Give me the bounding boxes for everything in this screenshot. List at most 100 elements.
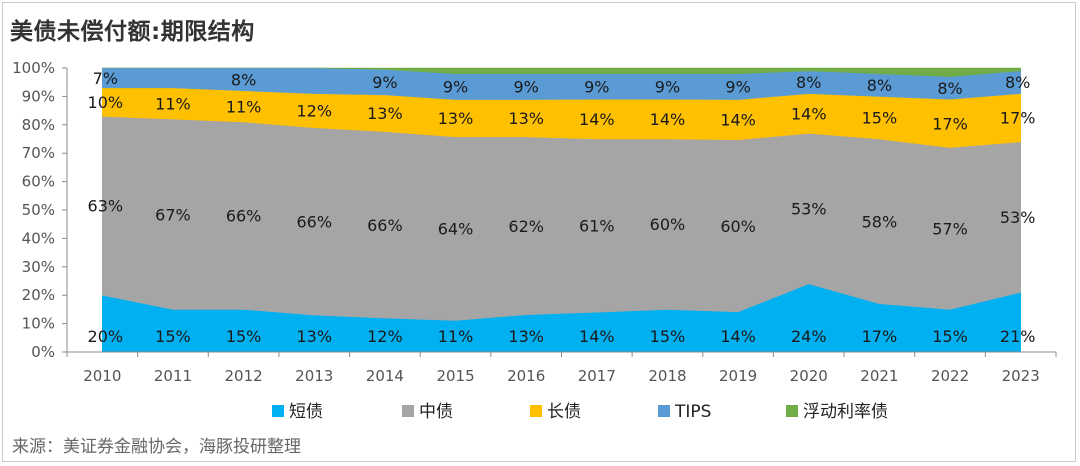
x-tick-label: 2020 (790, 367, 828, 385)
data-label: 66% (226, 207, 262, 226)
source-note: 来源：美证券金融协会，海豚投研整理 (12, 437, 301, 457)
data-label: 58% (862, 212, 898, 231)
data-label: 14% (650, 110, 686, 129)
x-tick-label: 2021 (860, 367, 898, 385)
data-label: 8% (1005, 73, 1030, 92)
legend-swatch (658, 405, 670, 417)
data-label: 17% (1000, 109, 1036, 128)
data-label: 57% (932, 219, 968, 238)
y-tick-label: 20% (22, 286, 55, 304)
y-tick-label: 60% (22, 173, 55, 191)
x-tick-label: 2015 (436, 367, 474, 385)
data-label: 62% (508, 217, 544, 236)
data-label: 15% (650, 327, 686, 346)
data-label: 12% (296, 102, 332, 121)
data-label: 11% (155, 95, 191, 114)
data-label: 63% (88, 197, 124, 216)
data-label: 13% (508, 327, 544, 346)
data-label: 13% (438, 109, 474, 128)
x-tick-label: 2011 (154, 367, 192, 385)
x-tick-label: 2014 (366, 367, 404, 385)
data-label: 53% (791, 200, 827, 219)
data-label: 11% (226, 97, 262, 116)
y-tick-label: 100% (12, 59, 55, 77)
x-tick-label: 2019 (719, 367, 757, 385)
data-label: 9% (655, 77, 680, 96)
legend-label: 中债 (419, 402, 453, 422)
legend-label: 长债 (547, 402, 581, 422)
y-tick-label: 70% (22, 144, 55, 162)
data-label: 9% (725, 78, 750, 97)
data-label: 12% (367, 327, 403, 346)
chart-title: 美债未偿付额:期限结构 (10, 19, 255, 45)
legend-item: TIPS (658, 402, 711, 422)
y-tick-label: 80% (22, 116, 55, 134)
legend-label: 浮动利率债 (803, 402, 888, 422)
data-label: 15% (862, 109, 898, 128)
data-label-layer: 20% 15% 15% 13% 12% 11% 13% 14% 15% 14% 24% 17% 15% 2… (88, 69, 1036, 346)
y-tick-label: 30% (22, 258, 55, 276)
data-label: 8% (937, 79, 962, 98)
legend-item: 浮动利率债 (786, 402, 888, 422)
data-label: 14% (579, 110, 615, 129)
data-label: 8% (796, 73, 821, 92)
y-tick-label: 40% (22, 229, 55, 247)
data-label: 60% (720, 217, 756, 236)
y-tick-label: 90% (22, 87, 55, 105)
legend-label: 短债 (289, 402, 323, 422)
data-label: 17% (862, 327, 898, 346)
y-tick-label: 0% (31, 343, 55, 361)
data-label: 64% (438, 220, 474, 239)
y-tick-label: 10% (22, 315, 55, 333)
data-label: 15% (932, 327, 968, 346)
data-label: 60% (650, 215, 686, 234)
data-label: 21% (1000, 327, 1036, 346)
data-label: 13% (367, 104, 403, 123)
data-label: 15% (226, 327, 262, 346)
data-label: 53% (1000, 208, 1036, 227)
x-tick-label: 2017 (578, 367, 616, 385)
data-label: 14% (579, 327, 615, 346)
data-label: 14% (791, 104, 827, 123)
legend-swatch (786, 405, 798, 417)
legend-item: 长债 (530, 402, 581, 422)
axes-layer: 0% 10% 20% 30% 40% 50% 60% 70% 80% 90% 100% 2010 201… (12, 59, 1057, 385)
data-label: 8% (231, 70, 256, 89)
y-tick-label: 50% (22, 201, 55, 219)
data-label: 13% (296, 327, 332, 346)
x-tick-label: 2023 (1002, 367, 1040, 385)
data-label: 14% (720, 327, 756, 346)
data-label: 20% (88, 327, 124, 346)
data-label: 13% (508, 109, 544, 128)
data-label: 9% (584, 77, 609, 96)
data-label: 7% (93, 69, 118, 88)
legend: 短债 中债 长债 TIPS 浮动利率债 (272, 402, 888, 422)
data-label: 66% (296, 212, 332, 231)
data-label: 9% (443, 78, 468, 97)
x-tick-label: 2013 (295, 367, 333, 385)
data-label: 10% (88, 93, 124, 112)
data-label: 9% (513, 78, 538, 97)
x-tick-label: 2012 (225, 367, 263, 385)
x-tick-label: 2022 (931, 367, 969, 385)
legend-swatch (272, 405, 284, 417)
legend-swatch (402, 405, 414, 417)
data-label: 67% (155, 205, 191, 224)
data-label: 66% (367, 216, 403, 235)
legend-swatch (530, 405, 542, 417)
area-series-5 (102, 67, 1021, 77)
x-tick-label: 2010 (83, 367, 121, 385)
data-label: 24% (791, 327, 827, 346)
data-label: 8% (867, 76, 892, 95)
data-label: 15% (155, 327, 191, 346)
data-label: 9% (372, 73, 397, 92)
x-tick-label: 2016 (507, 367, 545, 385)
data-label: 11% (438, 327, 474, 346)
data-label: 14% (720, 111, 756, 130)
area-layer (102, 67, 1021, 353)
legend-label: TIPS (674, 402, 711, 422)
legend-item: 中债 (402, 402, 453, 422)
data-label: 61% (579, 217, 615, 236)
